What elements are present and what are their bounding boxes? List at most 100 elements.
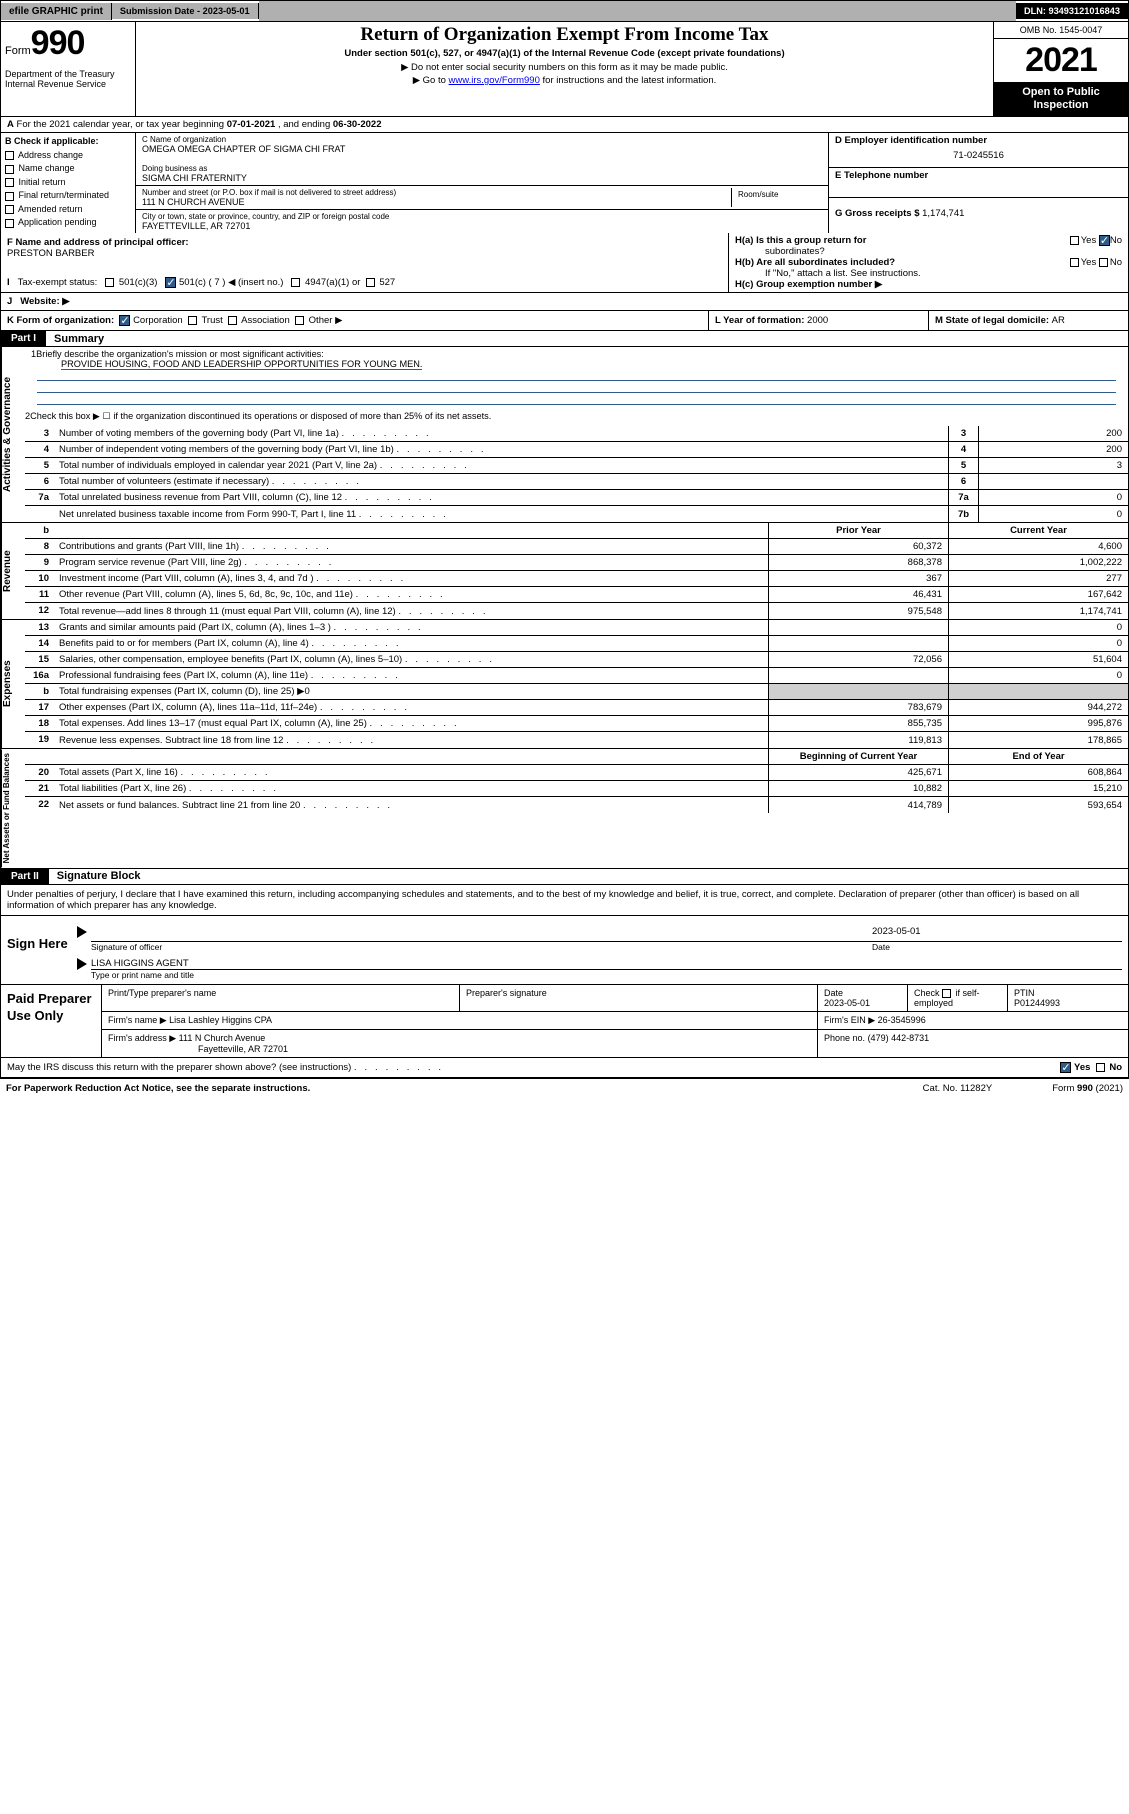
chk-hb-yes[interactable] <box>1070 258 1079 267</box>
section-net-assets: Net Assets or Fund Balances Beginning of… <box>0 749 1129 868</box>
gross-receipts-label: G Gross receipts $ <box>835 208 919 219</box>
exp-current-14: 0 <box>948 636 1128 651</box>
firm-name: Lisa Lashley Higgins CPA <box>169 1015 272 1025</box>
instruction-2: ▶ Go to www.irs.gov/Form990 for instruct… <box>142 74 987 87</box>
sign-arrow-icon-2 <box>77 958 87 970</box>
omb-number: OMB No. 1545-0047 <box>994 22 1128 39</box>
paperwork-notice: For Paperwork Reduction Act Notice, see … <box>6 1083 310 1094</box>
rev-current-8: 4,600 <box>948 539 1128 554</box>
submission-date: Submission Date - 2023-05-01 <box>112 3 259 19</box>
h-b: H(b) Are all subordinates included? <box>735 257 895 268</box>
col-current-year: Current Year <box>948 523 1128 538</box>
chk-527[interactable] <box>366 278 375 287</box>
ptin: P01244993 <box>1014 998 1060 1008</box>
net-current-22: 593,654 <box>948 797 1128 813</box>
chk-501c3[interactable] <box>105 278 114 287</box>
firm-addr1: 111 N Church Avenue <box>179 1033 266 1043</box>
chk-self-employed[interactable] <box>942 989 951 998</box>
rev-prior-9: 868,378 <box>768 555 948 570</box>
net-prior-22: 414,789 <box>768 797 948 813</box>
chk-may-no[interactable] <box>1096 1063 1105 1072</box>
rev-current-12: 1,174,741 <box>948 603 1128 619</box>
irs-link[interactable]: www.irs.gov/Form990 <box>449 75 540 86</box>
chk-application-pending[interactable] <box>5 219 14 228</box>
efile-print-button[interactable]: efile GRAPHIC print <box>1 3 112 20</box>
sign-here-label: Sign Here <box>7 926 77 980</box>
chk-assoc[interactable] <box>228 316 237 325</box>
chk-4947[interactable] <box>291 278 300 287</box>
paid-preparer-block: Paid Preparer Use Only Print/Type prepar… <box>0 985 1129 1058</box>
rev-current-10: 277 <box>948 571 1128 586</box>
chk-name-change[interactable] <box>5 165 14 174</box>
preparer-name-hdr: Print/Type preparer's name <box>102 985 460 1011</box>
exp-current-15: 51,604 <box>948 652 1128 667</box>
col-de: D Employer identification number71-02455… <box>828 133 1128 233</box>
form-header: Form990 Department of the TreasuryIntern… <box>0 22 1129 117</box>
chk-amended-return[interactable] <box>5 205 14 214</box>
exp-current-18: 995,876 <box>948 716 1128 731</box>
rev-current-9: 1,002,222 <box>948 555 1128 570</box>
gross-receipts: 1,174,741 <box>922 208 964 219</box>
chk-ha-no[interactable] <box>1099 235 1110 246</box>
gov-val-7b: 0 <box>978 506 1128 522</box>
dba: SIGMA CHI FRATERNITY <box>142 173 822 183</box>
h-a: H(a) Is this a group return for <box>735 235 866 246</box>
chk-other[interactable] <box>295 316 304 325</box>
sidelabel-net: Net Assets or Fund Balances <box>1 749 25 867</box>
rev-prior-10: 367 <box>768 571 948 586</box>
exp-prior-14 <box>768 636 948 651</box>
year-formation: 2000 <box>807 315 828 326</box>
phone <box>835 181 1122 195</box>
exp-current-13: 0 <box>948 620 1128 635</box>
gov-val-6 <box>978 474 1128 489</box>
sidelabel-governance: Activities & Governance <box>1 347 25 522</box>
form-number: Form990 <box>5 24 131 63</box>
section-governance: Activities & Governance 1Briefly describ… <box>0 347 1129 523</box>
chk-hb-no[interactable] <box>1099 258 1108 267</box>
net-current-20: 608,864 <box>948 765 1128 780</box>
gov-val-7a: 0 <box>978 490 1128 505</box>
sidelabel-expenses: Expenses <box>1 620 25 748</box>
net-prior-21: 10,882 <box>768 781 948 796</box>
state-domicile: AR <box>1052 315 1065 326</box>
col-c-org-info: C Name of organizationOMEGA OMEGA CHAPTE… <box>136 133 828 233</box>
exp-prior-19: 119,813 <box>768 732 948 748</box>
section-bcde: B Check if applicable: Address change Na… <box>0 133 1129 233</box>
chk-address-change[interactable] <box>5 151 14 160</box>
sidelabel-revenue: Revenue <box>1 523 25 619</box>
chk-initial-return[interactable] <box>5 178 14 187</box>
form-title: Return of Organization Exempt From Incom… <box>142 24 987 46</box>
rev-prior-11: 46,431 <box>768 587 948 602</box>
exp-current-16a: 0 <box>948 668 1128 683</box>
chk-ha-yes[interactable] <box>1070 236 1079 245</box>
prep-date: 2023-05-01 <box>824 998 870 1008</box>
part-2-header: Part IISignature Block <box>0 869 1129 885</box>
declaration: Under penalties of perjury, I declare th… <box>0 885 1129 916</box>
section-expenses: Expenses 13Grants and similar amounts pa… <box>0 620 1129 749</box>
chk-501c[interactable] <box>165 277 176 288</box>
row-j-website: J Website: ▶ <box>0 293 1129 311</box>
sign-date: 2023-05-01 <box>862 926 1122 942</box>
exp-prior-17: 783,679 <box>768 700 948 715</box>
dln: DLN: 93493121016843 <box>1016 3 1128 19</box>
gov-val-4: 200 <box>978 442 1128 457</box>
row-klm: K Form of organization: Corporation Trus… <box>0 311 1129 331</box>
paid-preparer-label: Paid Preparer Use Only <box>1 985 101 1057</box>
room-suite: Room/suite <box>732 188 822 207</box>
instruction-1: ▶ Do not enter social security numbers o… <box>142 61 987 74</box>
ein-label: D Employer identification number <box>835 135 987 146</box>
firm-addr2: Fayetteville, AR 72701 <box>108 1044 288 1054</box>
rev-prior-8: 60,372 <box>768 539 948 554</box>
preparer-sig-hdr: Preparer's signature <box>460 985 818 1011</box>
tax-year: 2021 <box>994 39 1128 82</box>
chk-trust[interactable] <box>188 316 197 325</box>
exp-prior-b <box>768 684 948 699</box>
city-state-zip: FAYETTEVILLE, AR 72701 <box>142 221 822 231</box>
exp-prior-15: 72,056 <box>768 652 948 667</box>
part-1-header: Part ISummary <box>0 331 1129 347</box>
firm-ein: 26-3545996 <box>878 1015 926 1025</box>
chk-may-yes[interactable] <box>1060 1062 1071 1073</box>
chk-final-return-terminated[interactable] <box>5 192 14 201</box>
dept-treasury: Department of the TreasuryInternal Reven… <box>5 63 131 89</box>
chk-corp[interactable] <box>119 315 130 326</box>
